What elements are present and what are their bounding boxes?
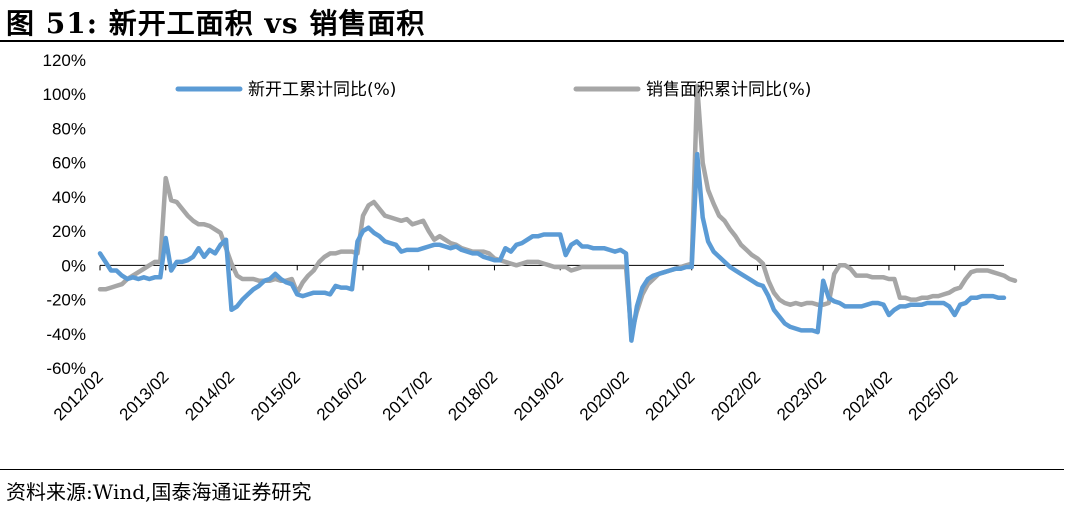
y-tick-label: 120% — [43, 51, 86, 70]
series-line-sales-area — [97, 83, 1018, 337]
legend: 新开工累计同比(%) 销售面积累计同比(%) — [175, 80, 811, 100]
series-layer — [97, 83, 1018, 343]
x-tick-label: 2025/02 — [905, 367, 962, 424]
x-tick-label: 2023/02 — [773, 367, 830, 424]
x-tick-label: 2015/02 — [247, 367, 304, 424]
y-tick-label: 20% — [52, 222, 86, 241]
legend-label: 新开工累计同比(%) — [248, 80, 396, 100]
y-tick-label: -20% — [46, 291, 86, 310]
y-tick-label: 60% — [52, 154, 86, 173]
x-tick-label: 2013/02 — [116, 367, 173, 424]
x-tick-label: 2020/02 — [576, 367, 633, 424]
top-rule — [0, 40, 1064, 42]
y-tick-label: 100% — [43, 85, 86, 104]
figure-title: 图 51: 新开工面积 vs 销售面积 — [6, 7, 426, 40]
x-tick-label: 2019/02 — [510, 367, 567, 424]
y-tick-label: 0% — [61, 256, 86, 275]
x-tick-label: 2018/02 — [444, 367, 501, 424]
y-axis: 120% 100% 80% 60% 40% 20% 0% -20% -40% -60% — [43, 51, 1004, 378]
x-tick-label: 2024/02 — [839, 367, 896, 424]
x-tick-label: 2022/02 — [707, 367, 764, 424]
legend-label: 销售面积累计同比(%) — [646, 80, 811, 100]
source-note: 资料来源:Wind,国泰海通证券研究 — [6, 480, 312, 504]
x-tick-label: 2014/02 — [181, 367, 238, 424]
series-line-new-starts — [97, 151, 1007, 343]
y-tick-label: 80% — [52, 119, 86, 138]
y-tick-label: -60% — [46, 359, 86, 378]
x-tick-label: 2016/02 — [313, 367, 370, 424]
x-tick-label: 2017/02 — [379, 367, 436, 424]
bottom-rule — [0, 469, 1064, 470]
y-tick-label: -40% — [46, 325, 86, 344]
line-chart: 120%100%80%60%40%20%0%-20%-40%-60% 2012/… — [43, 51, 1018, 424]
x-tick-label: 2021/02 — [642, 367, 699, 424]
y-tick-label: 40% — [52, 188, 86, 207]
